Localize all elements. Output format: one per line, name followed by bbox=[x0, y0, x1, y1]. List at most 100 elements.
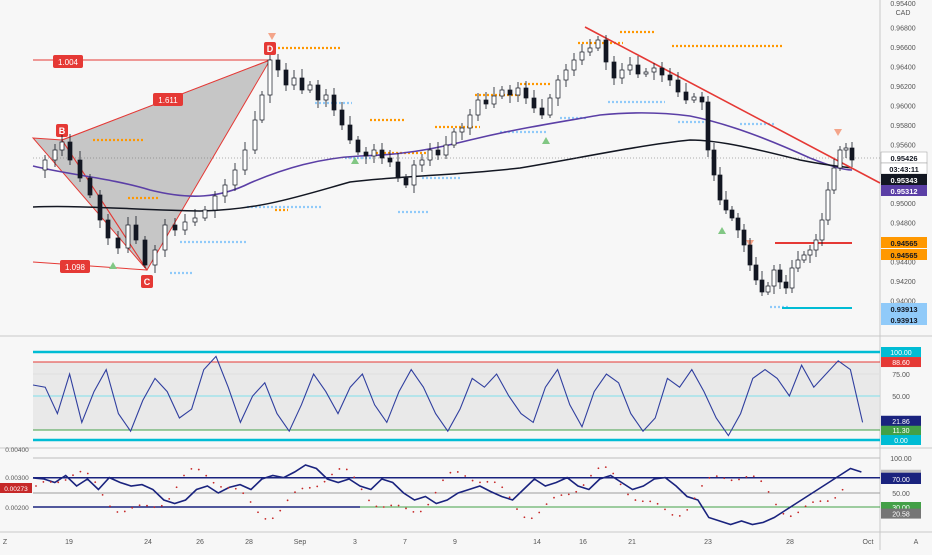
osc2-signal-dot bbox=[301, 487, 304, 490]
candle-body bbox=[837, 149, 843, 169]
candle-body bbox=[523, 87, 529, 99]
osc2-signal-dot bbox=[730, 479, 733, 482]
fib-ratio-badge bbox=[53, 55, 83, 68]
candle-body bbox=[711, 149, 717, 176]
pattern-point-label: C bbox=[144, 277, 151, 287]
time-tick-label: 26 bbox=[196, 539, 204, 546]
candle-body bbox=[603, 39, 609, 63]
osc2-signal-dot bbox=[72, 474, 74, 477]
osc2-signal-dot bbox=[464, 475, 467, 477]
price-badge bbox=[881, 249, 927, 260]
osc2-signal-dot bbox=[789, 515, 792, 518]
candle-body bbox=[232, 169, 238, 186]
candle-body bbox=[579, 51, 585, 61]
candle-body bbox=[571, 59, 577, 71]
osc2-signal-dot bbox=[449, 471, 452, 474]
candle-body bbox=[705, 101, 711, 151]
candle-body bbox=[675, 79, 681, 93]
price-badge-label: 03:43:11 bbox=[889, 165, 919, 174]
osc2-signal-dot bbox=[538, 511, 541, 514]
price-tick-label: 0.94200 bbox=[890, 279, 915, 286]
osc1-level-label: 11.30 bbox=[893, 428, 910, 435]
candle-body bbox=[795, 259, 801, 269]
osc2-signal-dot bbox=[545, 503, 548, 506]
osc2-signal-dot bbox=[752, 475, 755, 478]
osc1-level-label: 100.00 bbox=[890, 350, 912, 357]
price-tick-label: 0.95000 bbox=[890, 201, 915, 208]
osc2-signal-dot bbox=[797, 511, 800, 514]
candle-body bbox=[483, 99, 489, 105]
osc2-signal-dot bbox=[286, 499, 289, 502]
osc2-signal-dot bbox=[456, 471, 459, 473]
candle-body bbox=[371, 149, 377, 157]
candle-body bbox=[611, 61, 617, 79]
candle-body bbox=[42, 159, 48, 171]
trendline bbox=[584, 26, 881, 184]
price-tick-label: 0.96000 bbox=[890, 104, 915, 111]
buy-signal-marker bbox=[351, 157, 359, 164]
osc2-signal-dot bbox=[279, 509, 282, 512]
candle-body bbox=[222, 184, 228, 197]
osc2-signal-dot bbox=[701, 485, 703, 487]
candles bbox=[42, 35, 855, 296]
time-tick-label: Oct bbox=[863, 539, 874, 546]
osc1-level-badge bbox=[881, 347, 921, 357]
osc1-current-label: 21.86 bbox=[892, 419, 910, 426]
osc2-signal-dot bbox=[331, 473, 333, 476]
osc2-signal-dot bbox=[271, 517, 274, 520]
candle-body bbox=[587, 47, 593, 53]
osc2-signal-dot bbox=[123, 510, 126, 513]
currency-label: CAD bbox=[896, 10, 911, 17]
osc1-level-label: 88.60 bbox=[892, 360, 910, 367]
osc2-signal-dot bbox=[745, 476, 748, 478]
osc2-level-label: 30.00 bbox=[892, 505, 910, 512]
osc2-signal-dot bbox=[619, 483, 622, 486]
price-badge-label: 0.95343 bbox=[890, 176, 917, 185]
osc2-signal-dot bbox=[804, 505, 807, 508]
time-tick-label: Z bbox=[3, 539, 8, 546]
osc2-signal-dot bbox=[493, 481, 496, 484]
osc2-signal-dot bbox=[760, 480, 763, 483]
candle-body bbox=[307, 84, 313, 91]
osc2-signal-dot bbox=[109, 505, 111, 508]
candle-body bbox=[172, 224, 178, 231]
candle-body bbox=[77, 159, 83, 179]
price-badge bbox=[881, 237, 927, 248]
fib-ratio-label: 1.098 bbox=[65, 263, 86, 272]
osc1-current-badge bbox=[881, 415, 921, 426]
osc2-signal-dot bbox=[826, 500, 829, 502]
candle-body bbox=[765, 285, 771, 293]
osc2-signal-dot bbox=[723, 477, 726, 480]
osc2-signal-dot bbox=[86, 472, 89, 475]
osc2-signal-dot bbox=[715, 475, 718, 478]
price-tick-label: 0.94400 bbox=[890, 260, 915, 267]
time-tick-label: 23 bbox=[704, 539, 712, 546]
osc2-signal-dot bbox=[819, 500, 822, 503]
time-tick-label: 9 bbox=[453, 539, 457, 546]
osc2-signal-dot bbox=[597, 467, 600, 470]
time-tick-label: 28 bbox=[786, 539, 794, 546]
osc2-signal-dot bbox=[294, 491, 296, 494]
candle-body bbox=[97, 194, 103, 221]
osc2-signal-dot bbox=[197, 468, 200, 471]
candle-body bbox=[355, 139, 361, 153]
candle-body bbox=[363, 151, 369, 157]
candle-body bbox=[831, 167, 837, 191]
candle-body bbox=[783, 281, 789, 289]
candle-body bbox=[771, 269, 777, 287]
candle-body bbox=[267, 59, 273, 96]
time-axis: Z 19 24 26 28 Sep 3 7 9 14 16 21 23 28 Oct A bbox=[3, 539, 919, 546]
candle-body bbox=[67, 141, 73, 161]
candle-body bbox=[451, 131, 457, 146]
osc2-signal-dot bbox=[257, 511, 259, 514]
osc2-level-badge bbox=[881, 508, 921, 519]
candle-body bbox=[819, 219, 825, 241]
osc2-level-label: 20.58 bbox=[892, 512, 910, 519]
osc2-level-badge bbox=[881, 474, 921, 484]
candle-body bbox=[491, 95, 497, 105]
osc2-signal-dot bbox=[427, 503, 430, 506]
osc2-signal-dot bbox=[220, 485, 222, 488]
osc2-signal-dot bbox=[249, 501, 252, 503]
